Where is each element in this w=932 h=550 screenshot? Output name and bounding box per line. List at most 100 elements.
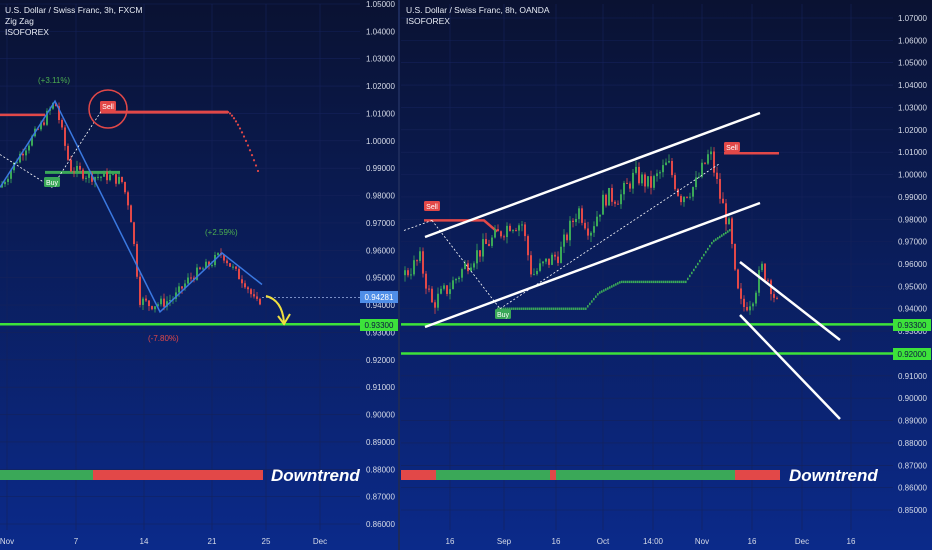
right-buy-trail <box>617 282 619 285</box>
right-candle <box>473 263 475 268</box>
left-price-axis[interactable]: 1.05000 1.04000 1.03000 1.02000 1.01000 1.000… <box>366 0 395 529</box>
right-candle <box>479 250 481 257</box>
left-chart-panel[interactable]: 1.05000 1.04000 1.03000 1.02000 1.01000 1.000… <box>0 0 398 546</box>
right-buy-trail <box>703 253 705 257</box>
right-candle <box>677 189 679 196</box>
right-candle <box>518 225 520 231</box>
left-candle <box>202 268 204 270</box>
right-candle <box>509 225 511 232</box>
left-candle <box>94 177 96 182</box>
right-price-axis[interactable]: 1.07000 1.06000 1.05000 1.04000 1.03000 1.020… <box>898 14 927 515</box>
left-candle <box>91 173 93 182</box>
right-y-tick-label: 0.94000 <box>898 305 927 314</box>
left-candle <box>73 171 75 173</box>
left-buy-label: Buy <box>46 180 59 187</box>
right-x-tick-label: 16 <box>847 537 856 546</box>
right-buy-trail <box>497 307 499 310</box>
left-candle <box>139 276 141 305</box>
right-candle <box>581 208 583 223</box>
left-candle <box>10 170 12 179</box>
left-sell-trail-dot <box>256 169 260 173</box>
left-candle <box>181 286 183 289</box>
right-candle <box>656 173 658 177</box>
right-candle <box>572 220 574 223</box>
zigzag-line <box>0 99 263 314</box>
right-candle <box>425 273 427 289</box>
right-candle <box>653 176 655 188</box>
right-candle <box>422 251 424 274</box>
right-buy-trail <box>559 307 561 310</box>
left-sell-trail-dot <box>252 159 256 162</box>
right-buy-trail <box>499 307 501 310</box>
right-candle <box>539 263 541 271</box>
left-candle <box>7 178 9 182</box>
right-buy-trail <box>717 237 719 240</box>
right-chart-panel[interactable]: 1.07000 1.06000 1.05000 1.04000 1.03000 1.020… <box>401 4 931 546</box>
left-sell-label: Sell <box>102 104 114 111</box>
yellow-down-arrow <box>265 295 285 323</box>
right-x-tick-label: Dec <box>795 537 809 546</box>
right-buy-trail <box>513 307 515 310</box>
left-candle <box>82 169 84 179</box>
right-candle <box>734 243 736 270</box>
right-candle <box>416 260 418 262</box>
left-y-tick-label: 0.89000 <box>366 438 395 447</box>
right-candle <box>440 288 442 294</box>
left-candle <box>229 263 231 267</box>
right-x-tick-label: Sep <box>497 537 512 546</box>
right-sell-signal-2: Sell <box>724 142 740 152</box>
yellow-arrow-head <box>277 313 291 326</box>
right-candle <box>746 307 748 311</box>
right-candle <box>614 201 616 204</box>
left-time-axis[interactable]: Nov 7 14 21 25 Dec <box>0 537 327 546</box>
right-candle <box>506 225 508 238</box>
right-time-axis[interactable]: 16 Sep 16 Oct 14:00 Nov 16 Dec 16 <box>446 537 856 546</box>
left-candle <box>178 286 180 293</box>
right-sell-label-2: Sell <box>726 145 738 152</box>
right-buy-trail <box>543 307 545 310</box>
right-y-tick-label: 0.96000 <box>898 260 927 269</box>
right-buy-trail <box>625 280 627 284</box>
left-y-tick-label: 0.90000 <box>366 411 395 420</box>
right-buy-trail <box>533 307 535 310</box>
left-y-tick-label: 0.91000 <box>366 383 395 392</box>
right-candle <box>551 254 553 265</box>
right-candle <box>605 194 607 206</box>
left-candle <box>250 289 252 295</box>
right-buy-trail <box>677 280 679 284</box>
right-buy-trail <box>723 233 725 236</box>
left-candle <box>109 174 111 181</box>
right-candle <box>626 182 628 184</box>
left-candle <box>61 119 63 128</box>
left-sell-trail-dot <box>240 131 244 134</box>
channel-lower-line <box>424 201 761 329</box>
right-candle <box>452 280 454 290</box>
right-candle <box>404 270 406 276</box>
left-candle <box>31 136 33 146</box>
left-trend-label: Downtrend <box>271 466 360 485</box>
right-buy-trail <box>601 290 603 293</box>
left-candle <box>217 253 219 255</box>
right-candle <box>464 263 466 270</box>
right-buy-label: Buy <box>497 312 510 319</box>
right-candle <box>761 263 763 271</box>
left-candle <box>145 298 147 301</box>
left-candle <box>58 106 60 120</box>
right-candle <box>710 151 712 155</box>
right-y-tick-label: 1.06000 <box>898 36 927 45</box>
right-header-indicator-isoforex: ISOFOREX <box>406 16 450 26</box>
right-candle <box>755 292 757 304</box>
right-buy-trail <box>657 280 659 284</box>
left-candle <box>28 145 30 151</box>
right-candle <box>731 218 733 244</box>
right-candle <box>527 236 529 256</box>
right-buy-trail <box>713 239 715 243</box>
right-candle <box>494 229 496 238</box>
right-candle <box>674 175 676 190</box>
right-candle <box>467 263 469 272</box>
right-x-tick-label: Oct <box>597 537 610 546</box>
left-sell-trail-dot <box>228 112 232 115</box>
right-y-tick-label: 1.07000 <box>898 14 927 23</box>
right-buy-trail <box>599 291 601 294</box>
left-sell-trail-dot <box>238 127 242 130</box>
